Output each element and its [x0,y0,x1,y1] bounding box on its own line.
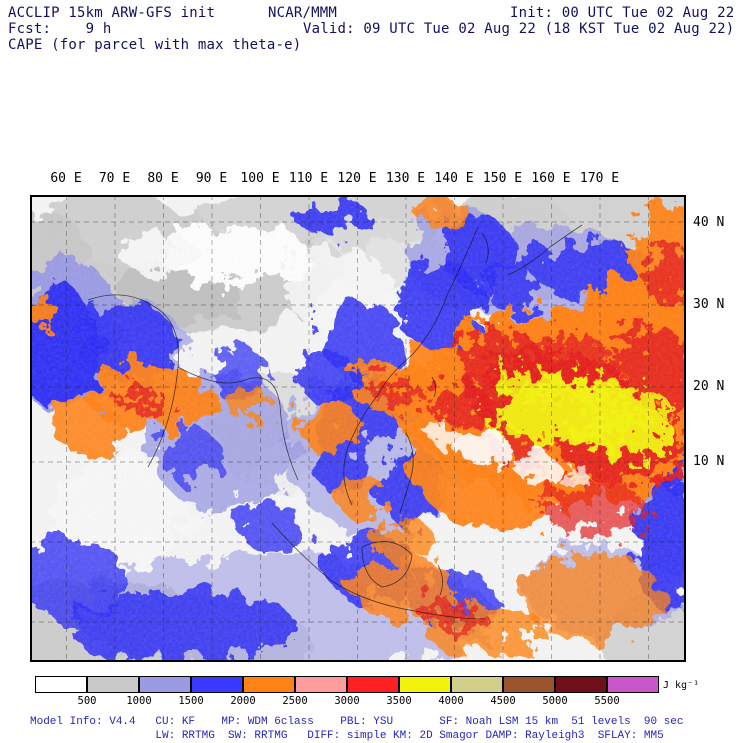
colorbar-cell [191,676,243,693]
init-time: Init: 00 UTC Tue 02 Aug 22 [510,5,735,21]
model-config-line2: LW: RRTMG SW: RRTMG DIFF: simple KM: 2D … [30,730,664,742]
colorbar-cell [295,676,347,693]
colorbar [35,676,659,693]
lon-tick-label: 150 E [482,171,523,186]
coastlines [87,224,583,620]
lon-tick-label: 130 E [385,171,426,186]
colorbar-tick-label: 2500 [282,695,308,707]
map-border [30,195,686,662]
lon-tick-label: 100 E [240,171,280,186]
field-title: CAPE (for parcel with max theta-e) [8,37,302,53]
colorbar-cell [451,676,503,693]
colorbar-cell [607,676,659,693]
colorbar-tick-label: 5000 [542,695,568,707]
lon-tick-label: 90 E [195,171,228,186]
lon-tick-label: 80 E [147,171,179,186]
lon-tick-label: 160 E [531,171,571,186]
colorbar-cell [347,676,399,693]
lon-tick-label: 170 E [579,171,620,186]
cape-field-map [30,195,686,662]
colorbar-unit-label: J kg⁻¹ [663,680,700,691]
center-name: NCAR/MMM [268,5,338,21]
colorbar-tick-label: 4000 [438,695,464,707]
lat-tick-label: 10 N [693,454,725,469]
lat-tick-label: 20 N [693,379,725,394]
colorbar-tick-label: 3500 [386,695,412,707]
colorbar-cell [243,676,295,693]
lon-tick-label: 120 E [337,171,377,186]
colorbar-cell [555,676,607,693]
lon-tick-label: 110 E [288,171,329,186]
graticule-grid [30,195,686,662]
colorbar-cell [399,676,451,693]
colorbar-tick-label: 2000 [230,695,256,707]
colorbar-tick-label: 4500 [490,695,516,707]
colorbar-tick-label: 1000 [126,695,152,707]
colorbar-cell [87,676,139,693]
lat-tick-label: 30 N [693,297,725,312]
lat-tick-label: 40 N [693,215,725,230]
model-config-line1: Model Info: V4.4 CU: KF MP: WDM 6class P… [30,716,684,728]
colorbar-cell [139,676,191,693]
lon-tick-label: 140 E [434,171,474,186]
colorbar-tick-label: 5500 [594,695,620,707]
colorbar-cell [35,676,87,693]
model-title: ACCLIP 15km ARW-GFS init [8,5,216,21]
valid-time: Valid: 09 UTC Tue 02 Aug 22 (18 KST Tue … [303,21,735,37]
forecast-hour: Fcst: 9 h [8,21,112,37]
colorbar-cell [503,676,555,693]
lon-tick-label: 60 E [50,171,82,186]
cape-map-panel [30,195,686,662]
colorbar-tick-label: 500 [77,695,97,707]
lon-tick-label: 70 E [98,171,131,186]
speckle-texture [30,195,686,662]
colorbar-tick-label: 1500 [178,695,204,707]
colorbar-tick-label: 3000 [334,695,360,707]
